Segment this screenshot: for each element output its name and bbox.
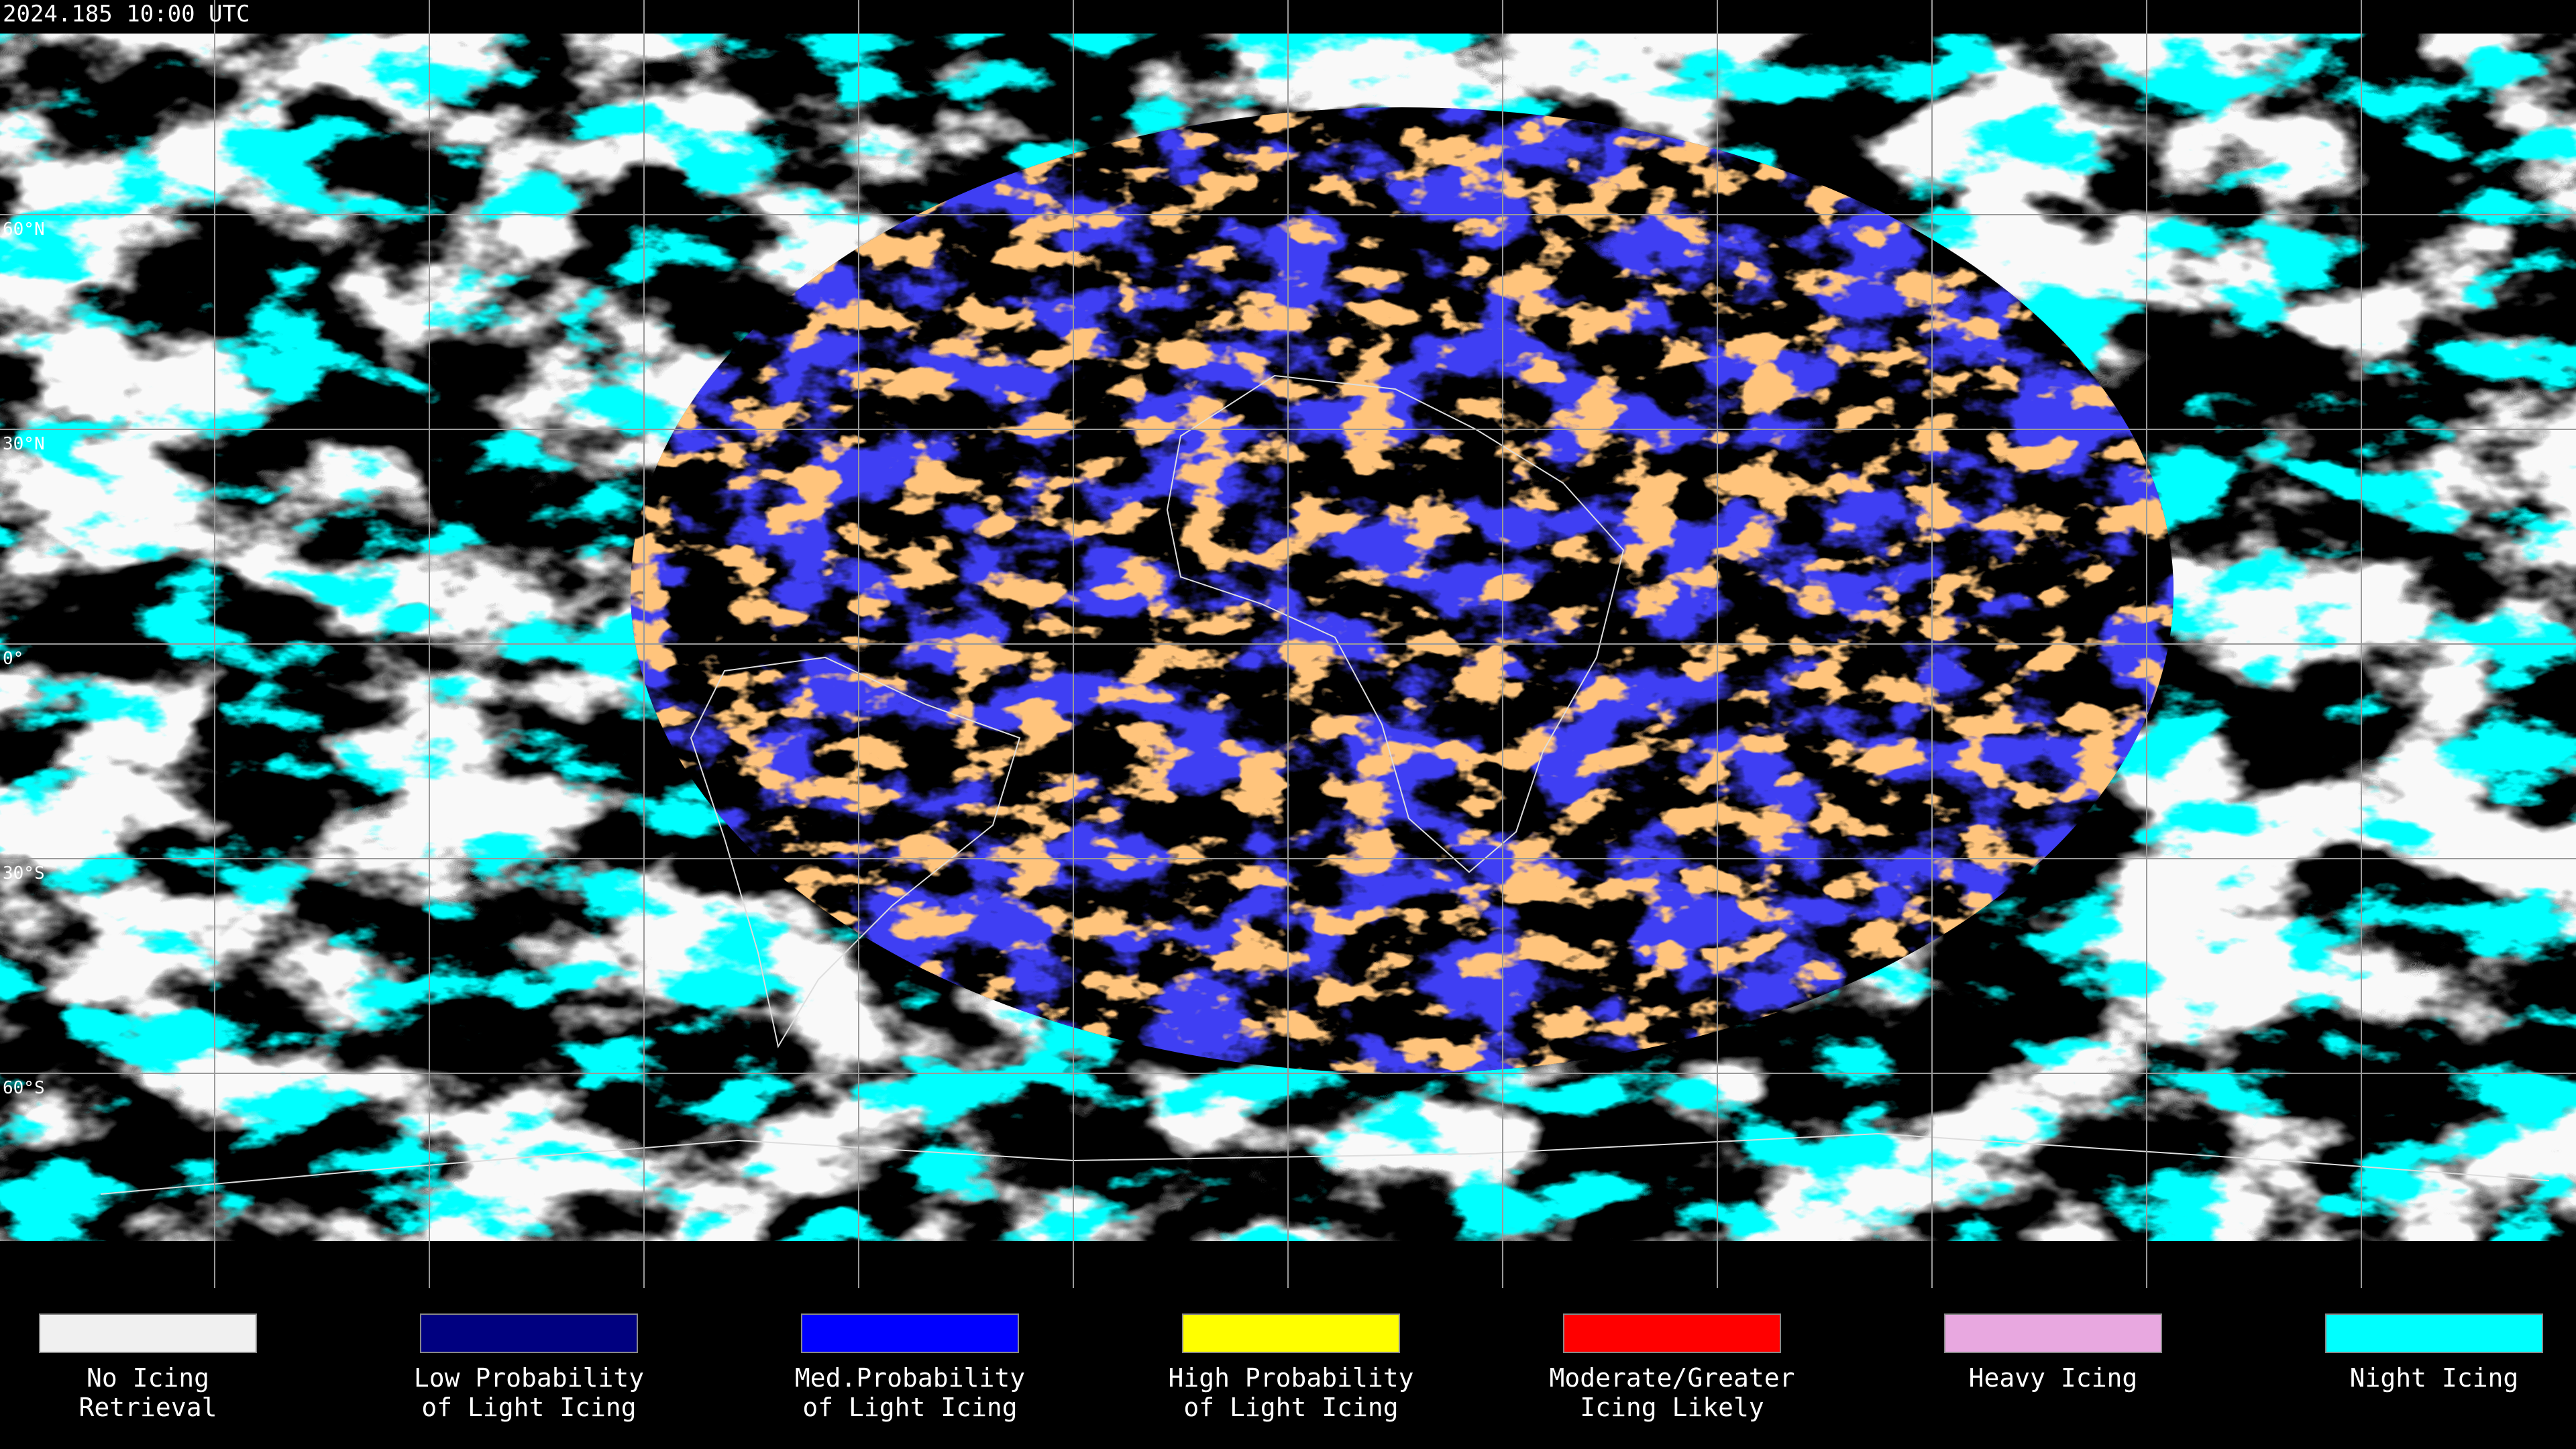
legend-swatch [420, 1313, 638, 1353]
legend-swatch [1563, 1313, 1781, 1353]
africa-outline [1166, 374, 1625, 873]
legend-swatch [39, 1313, 257, 1353]
latitude-label: 30°S [3, 863, 45, 883]
timestamp-title: 2024.185 10:00 UTC [3, 1, 250, 28]
latitude-label: 60°N [3, 219, 45, 239]
legend-swatch [2325, 1313, 2543, 1353]
latitude-labels: 60°N 30°N 0° 30°S 60°S [3, 219, 45, 1098]
antarctica-outline [100, 1132, 2550, 1195]
legend-swatch [801, 1313, 1019, 1353]
legend-label: of Light Icing [1183, 1393, 1398, 1422]
latitude-label: 30°N [3, 434, 45, 454]
legend-label: of Light Icing [421, 1393, 636, 1422]
latitude-label: 0° [3, 649, 23, 669]
graticule [0, 0, 2576, 1288]
coastlines [100, 374, 2550, 1195]
legend-label: Med.Probability [795, 1363, 1025, 1393]
legend-label: Retrieval [79, 1393, 217, 1422]
legend-label: Icing Likely [1580, 1393, 1764, 1422]
legend-label: Night Icing [2350, 1363, 2519, 1393]
legend-swatch [1182, 1313, 1400, 1353]
legend-label: Heavy Icing [1969, 1363, 2138, 1393]
latitude-label: 60°S [3, 1078, 45, 1098]
legend-label: No Icing [87, 1363, 209, 1393]
legend-label: of Light Icing [802, 1393, 1017, 1422]
legend-swatch [1944, 1313, 2162, 1353]
map: 60°N 30°N 0° 30°S 60°S [0, 0, 2576, 1288]
legend-label: Moderate/Greater [1549, 1363, 1794, 1393]
legend-label: High Probability [1168, 1363, 1413, 1393]
legend-label: Low Probability [414, 1363, 644, 1393]
south-america-outline [690, 656, 1021, 1049]
